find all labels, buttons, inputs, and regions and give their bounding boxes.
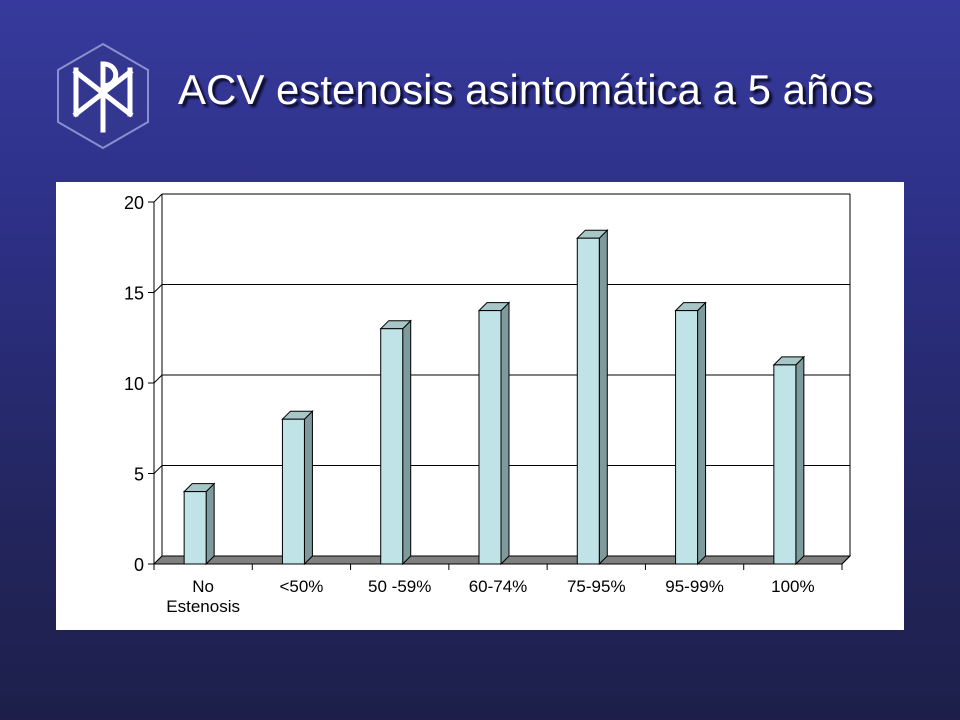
- x-category-label: 100%: [771, 577, 814, 596]
- bar-side: [303, 409, 313, 566]
- bar-side: [402, 319, 412, 566]
- gridline-diagonal: [153, 193, 163, 203]
- x-category-label: No: [192, 577, 214, 596]
- chart-y-tick-labels: 0 5 10 15 20: [124, 193, 144, 575]
- gridline-diagonal: [153, 465, 163, 474]
- chart-bars: [182, 228, 806, 566]
- bar: [379, 319, 412, 566]
- y-tick-label: 15: [124, 284, 144, 304]
- y-tick-label: 20: [124, 193, 144, 213]
- bar: [772, 355, 806, 566]
- gridline-diagonal: [153, 284, 163, 293]
- x-axis-depth-edge: [841, 555, 851, 565]
- y-tick-label: 5: [134, 465, 144, 485]
- x-category-label: Estenosis: [166, 597, 240, 616]
- bar: [182, 482, 216, 566]
- chart-panel: 0 5 10 15 20 No Estenosis <50% 50 -59% 60-74% 75-…: [56, 182, 904, 630]
- bar-front: [576, 237, 600, 565]
- bar: [576, 228, 609, 566]
- bar-side: [697, 301, 707, 566]
- bar-front: [773, 364, 797, 565]
- x-category-label: 60-74%: [469, 577, 528, 596]
- bar: [674, 301, 707, 566]
- x-category-label: 95-99%: [665, 577, 724, 596]
- bar-front: [380, 328, 404, 565]
- y-tick-label: 0: [134, 555, 144, 575]
- bar-side: [500, 301, 510, 566]
- x-category-label: 75-95%: [567, 577, 626, 596]
- gridline-diagonal: [153, 374, 163, 384]
- bar: [281, 409, 314, 566]
- bar-side: [598, 228, 608, 566]
- chart-axes: [148, 201, 851, 570]
- bar-front: [675, 310, 699, 565]
- bar-side: [795, 355, 805, 566]
- chi-rho-logo-icon: [57, 42, 149, 150]
- x-category-label: <50%: [279, 577, 323, 596]
- slide-title: ACV estenosis asintomática a 5 años: [178, 66, 874, 113]
- bar-front: [183, 491, 207, 565]
- bar: [477, 301, 511, 566]
- bar-side: [205, 482, 215, 566]
- x-category-label: 50 -59%: [368, 577, 431, 596]
- bar-front: [281, 418, 305, 565]
- y-tick-label: 10: [124, 374, 144, 394]
- bar-front: [478, 310, 502, 565]
